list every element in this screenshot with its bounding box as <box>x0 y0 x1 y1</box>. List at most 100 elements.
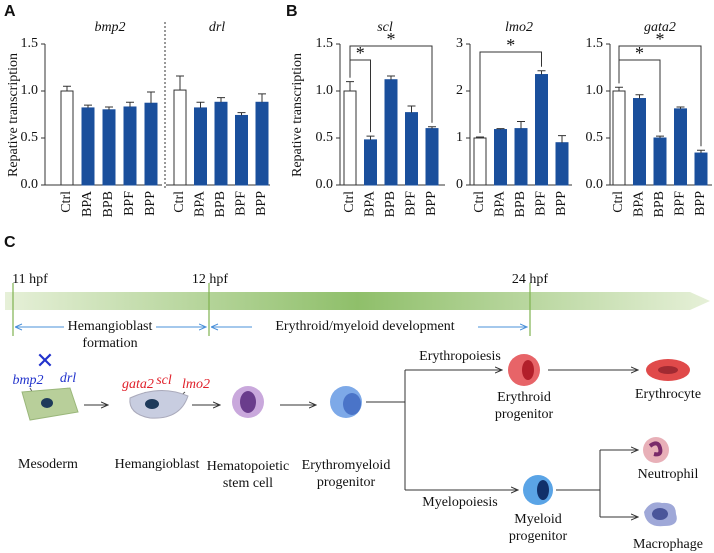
error-bar <box>697 149 705 154</box>
significance-label: * <box>356 43 365 63</box>
gene-label: gata2 <box>122 377 154 392</box>
y-tick-label: 1.0 <box>21 83 39 98</box>
bar <box>144 102 158 186</box>
lineage-arrows <box>84 370 638 517</box>
x-tick-label: Ctrl <box>172 191 187 213</box>
bar <box>384 79 398 186</box>
y-tick-label: 0.5 <box>316 130 334 145</box>
y-axis-label: Repative transcription <box>6 53 21 177</box>
gene-label: lmo2 <box>182 377 210 392</box>
x-tick-label: BPP <box>254 191 269 216</box>
cell-label: Erythrocyte <box>635 387 701 402</box>
x-tick-label: BPP <box>143 191 158 216</box>
error-bar <box>537 70 546 75</box>
x-tick-label: BPP <box>424 191 439 216</box>
panel-label: A <box>4 3 16 20</box>
bar <box>473 137 487 186</box>
bar <box>173 89 187 186</box>
bar <box>555 142 569 186</box>
timepoint-label: 24 hpf <box>512 272 549 287</box>
chart-title: scl <box>377 20 393 35</box>
gene-label: drl <box>60 371 76 386</box>
cell-label: Macrophage <box>633 537 703 552</box>
panel-label: B <box>286 3 298 20</box>
timepoint-label: 12 hpf <box>192 272 229 287</box>
cell-label: Mesoderm <box>18 457 78 472</box>
panel-label: C <box>4 234 16 251</box>
error-bar <box>258 93 266 103</box>
bar <box>235 114 248 186</box>
x-tick-label: BPF <box>404 191 419 216</box>
x-tick-label: BPP <box>554 191 569 216</box>
error-bar <box>176 75 184 91</box>
bar <box>633 98 646 186</box>
bar <box>425 128 439 186</box>
y-tick-label: 0.5 <box>21 130 39 145</box>
x-tick-label: BPF <box>122 191 137 216</box>
error-bar <box>126 101 134 107</box>
y-tick-label: 0 <box>456 177 463 192</box>
error-bar <box>387 75 395 80</box>
bar <box>612 90 626 186</box>
chart-title: gata2 <box>644 20 676 35</box>
bar <box>674 108 687 186</box>
branch-label: Myelopoiesis <box>422 495 497 510</box>
significance-label: * <box>635 43 644 63</box>
significance-bracket <box>349 45 433 123</box>
phase-label: Hemangioblast formation <box>68 319 153 351</box>
bar <box>653 137 667 186</box>
error-bar <box>476 136 484 138</box>
y-tick-label: 0.0 <box>316 177 334 192</box>
y-tick-label: 1.5 <box>586 36 604 51</box>
branch-label: Erythropoiesis <box>419 349 501 364</box>
x-tick-label: BPP <box>693 191 708 216</box>
y-tick-label: 1.0 <box>316 83 334 98</box>
cell-label: Erythromyeloid progenitor <box>302 458 391 490</box>
error-bar <box>635 94 644 99</box>
y-tick-label: 1.5 <box>316 36 334 51</box>
x-tick-label: BPB <box>513 191 528 217</box>
y-tick-label: 0.5 <box>586 130 604 145</box>
error-bar <box>517 121 525 129</box>
x-tick-label: BPF <box>673 191 688 216</box>
x-tick-label: Ctrl <box>472 191 487 213</box>
x-tick-label: Ctrl <box>342 191 357 213</box>
error-bar <box>366 135 375 140</box>
error-bar <box>237 112 246 116</box>
error-bar <box>407 105 416 113</box>
bar <box>364 139 377 186</box>
significance-bracket <box>618 45 702 147</box>
x-tick-label: BPB <box>101 191 116 217</box>
chart-title: bmp2 <box>94 20 125 35</box>
error-bar <box>496 128 505 130</box>
bar <box>81 107 95 186</box>
bar <box>535 74 548 186</box>
x-tick-label: BPA <box>632 190 647 217</box>
error-bar <box>615 86 623 91</box>
bar <box>102 109 116 186</box>
bar <box>214 101 228 186</box>
error-bar <box>84 104 92 108</box>
chart-title: lmo2 <box>505 20 533 35</box>
cell-label: Erythroid progenitor <box>495 390 554 422</box>
error-bar <box>346 81 354 91</box>
y-tick-label: 2 <box>456 83 463 98</box>
y-tick-label: 0.0 <box>586 177 604 192</box>
error-bar <box>147 91 155 104</box>
bar <box>694 152 708 186</box>
y-tick-label: 3 <box>456 36 463 51</box>
gene-label: scl <box>156 373 172 388</box>
timepoint-label: 11 hpf <box>12 272 48 287</box>
error-bar <box>656 135 664 138</box>
gene-label: bmp2 <box>12 373 43 388</box>
x-tick-label: Ctrl <box>59 191 74 213</box>
y-axis-label: Repative transcription <box>290 53 305 177</box>
error-bar <box>676 106 685 109</box>
bar <box>60 90 74 186</box>
bar <box>514 128 528 186</box>
timeline-marks <box>12 283 531 336</box>
bar <box>255 101 269 186</box>
cell-label: Myeloid progenitor <box>509 512 568 544</box>
bar <box>343 90 357 186</box>
